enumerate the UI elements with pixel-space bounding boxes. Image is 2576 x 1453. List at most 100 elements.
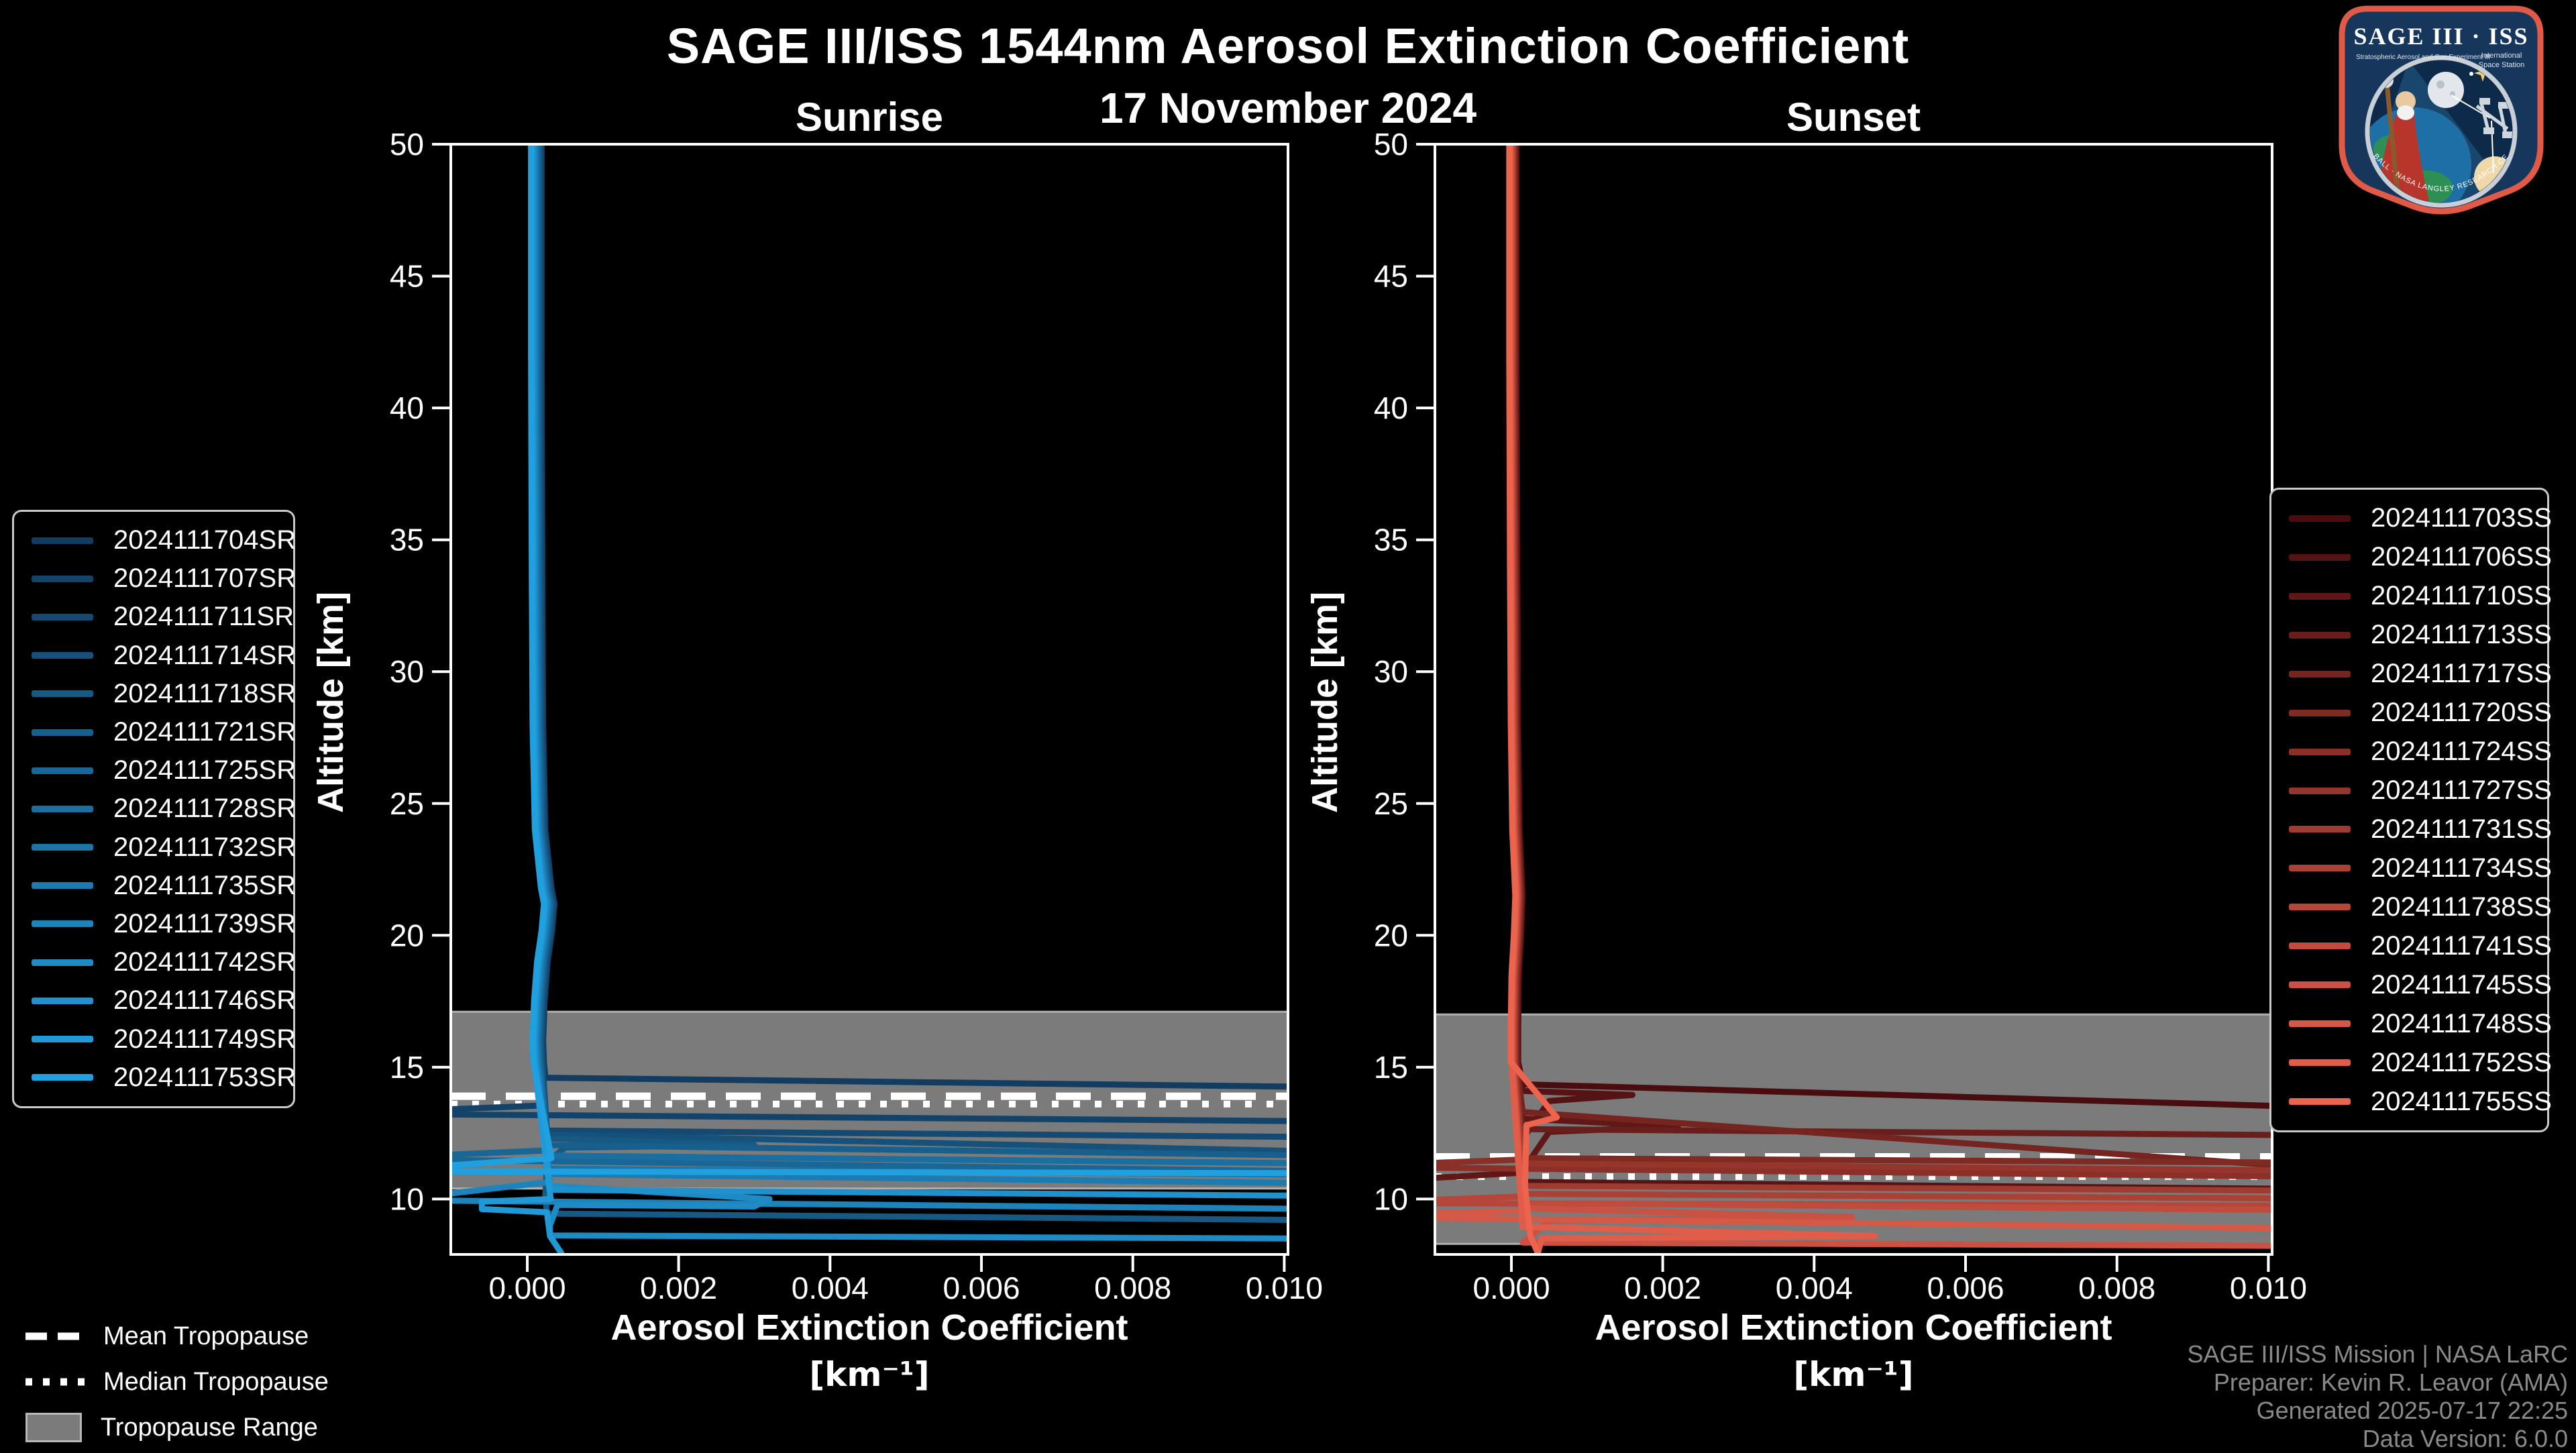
- legend-swatch: [32, 1036, 93, 1043]
- legend-swatch: [2289, 670, 2351, 678]
- legend-swatch: [2289, 631, 2351, 639]
- legend-item: 2024111742SR: [14, 947, 297, 977]
- legend-swatch: [2289, 826, 2351, 833]
- legend-swatch: [32, 805, 93, 812]
- legend-item: 2024111739SR: [14, 908, 297, 939]
- legend-item-median-tropopause: Median Tropopause: [25, 1366, 495, 1397]
- legend-item: 2024111738SS: [2271, 892, 2552, 922]
- panel-title-sunrise: Sunrise: [795, 95, 944, 140]
- y-tick-label: 15: [390, 1050, 424, 1085]
- legend-item: 2024111753SR: [14, 1063, 296, 1093]
- profile-line: [533, 144, 1288, 1167]
- x-axis-label-sunrise: Aerosol Extinction Coefficient [km⁻¹]: [500, 1307, 1238, 1394]
- x-tick-label: 0.004: [1776, 1271, 1853, 1305]
- legend-item: 2024111704SR: [14, 525, 297, 555]
- profile-line: [537, 144, 1288, 1140]
- legend-label: 2024111727SS: [2371, 775, 2552, 806]
- legend-label: 2024111711SR: [113, 602, 294, 632]
- legend-label: Median Tropopause: [103, 1367, 329, 1396]
- figure-beard: [2397, 105, 2414, 120]
- profile-line: [536, 144, 1288, 1154]
- legend-swatch: [2289, 553, 2351, 561]
- y-axis-label-sunset: Altitude [km]: [1305, 592, 1345, 813]
- legend-item: 2024111710SS: [2271, 581, 2552, 611]
- legend-label: 2024111742SR: [113, 947, 297, 977]
- legend-swatch: [32, 844, 93, 851]
- legend-swatch: [2289, 865, 2351, 872]
- y-tick-label: 45: [390, 259, 424, 294]
- legend-label: 2024111731SS: [2371, 814, 2552, 844]
- y-tick-label: 35: [390, 523, 424, 557]
- profile-line: [538, 144, 1288, 1090]
- credit-preparer: Preparer: Kevin R. Leavor (AMA): [2213, 1368, 2568, 1396]
- y-tick-label: 50: [1374, 127, 1408, 162]
- legend-label: 2024111720SS: [2371, 698, 2552, 728]
- legend-label: 2024111704SR: [113, 525, 297, 555]
- legend-item: 2024111746SR: [14, 985, 297, 1016]
- iss: [2475, 98, 2512, 138]
- legend-swatch: [2289, 943, 2351, 950]
- panel-title-sunset: Sunset: [1786, 95, 1921, 140]
- legend-label: 2024111746SR: [113, 985, 297, 1016]
- legend-swatch: [32, 1074, 93, 1081]
- legend-item: 2024111703SS: [2271, 503, 2552, 533]
- legend-swatch: [32, 882, 93, 890]
- legend-label: 2024111735SR: [113, 870, 297, 900]
- y-tick-label: 40: [390, 390, 424, 425]
- dotted-line-swatch: [25, 1378, 85, 1386]
- legend-item: 2024111731SS: [2271, 814, 2552, 845]
- x-axis-label-sunset: Aerosol Extinction Coefficient [km⁻¹]: [1485, 1307, 2222, 1394]
- profile-line: [1511, 144, 2272, 1166]
- legend-label: 2024111725SR: [113, 755, 297, 786]
- legend-swatch: [32, 997, 93, 1004]
- legend-item: 2024111717SS: [2271, 659, 2552, 689]
- x-tick-label: 0.002: [640, 1271, 717, 1305]
- dashed-line-swatch: [25, 1332, 85, 1340]
- x-tick-label: 0.004: [792, 1271, 869, 1305]
- legend-item: 2024111755SS: [2271, 1087, 2552, 1117]
- legend-swatch: [32, 959, 93, 966]
- y-tick-label: 20: [390, 918, 424, 953]
- legend-label: 2024111739SR: [113, 908, 297, 938]
- legend-swatch: [2289, 904, 2351, 911]
- legend-label: 2024111755SS: [2371, 1086, 2552, 1116]
- legend-item: 2024111745SS: [2271, 970, 2552, 1000]
- credits-block: SAGE III/ISS Mission | NASA LaRC Prepare…: [2187, 1340, 2568, 1453]
- moon-crater: [2436, 80, 2445, 89]
- legend-swatch: [2289, 515, 2351, 522]
- x-axis-label-text: Aerosol Extinction Coefficient: [1595, 1307, 2112, 1348]
- range-fill-swatch: [25, 1413, 82, 1442]
- y-tick-label: 30: [390, 654, 424, 689]
- legend-item: 2024111724SS: [2271, 737, 2552, 767]
- logo-iss-line1: International: [2481, 52, 2522, 60]
- legend-label: 2024111713SS: [2371, 620, 2552, 650]
- legend-swatch: [32, 729, 93, 736]
- legend-item: 2024111711SR: [14, 602, 294, 632]
- y-tick-label: 25: [390, 786, 424, 821]
- legend-item: 2024111732SR: [14, 832, 297, 863]
- y-tick-label: 25: [1374, 786, 1408, 821]
- sage-iss-mission-logo: SAGE III · ISS Stratospheric Aerosol and…: [2339, 5, 2544, 215]
- legend-item: 2024111752SS: [2271, 1048, 2552, 1078]
- legend-sunset-events: 2024111703SS 2024111706SS 2024111710SS 2024…: [2269, 488, 2552, 1132]
- credit-version: Data Version: 6.0.0: [2362, 1425, 2568, 1452]
- legend-label: 2024111732SR: [113, 832, 297, 862]
- legend-item: 2024111734SS: [2271, 853, 2552, 883]
- legend-swatch: [32, 690, 93, 698]
- legend-item: 2024111707SR: [14, 563, 296, 594]
- legend-item: 2024111741SS: [2271, 931, 2552, 961]
- legend-item: 2024111728SR: [14, 794, 297, 824]
- page-title: SAGE III/ISS 1544nm Aerosol Extinction C…: [666, 18, 1910, 74]
- legend-label: 2024111728SR: [113, 794, 297, 824]
- legend-item: 2024111718SR: [14, 679, 296, 709]
- x-tick-label: 0.010: [1246, 1271, 1323, 1305]
- legend-sunrise-events: 2024111704SR 2024111707SR 2024111711SR 2024…: [12, 510, 297, 1108]
- legend-item: 2024111727SS: [2271, 775, 2552, 806]
- legend-swatch: [2289, 1098, 2351, 1106]
- legend-swatch: [32, 537, 93, 544]
- legend-label: 2024111734SS: [2371, 853, 2552, 883]
- logo-title: SAGE III · ISS: [2353, 23, 2528, 50]
- y-tick-label: 10: [1374, 1181, 1408, 1216]
- legend-label: Mean Tropopause: [103, 1322, 309, 1350]
